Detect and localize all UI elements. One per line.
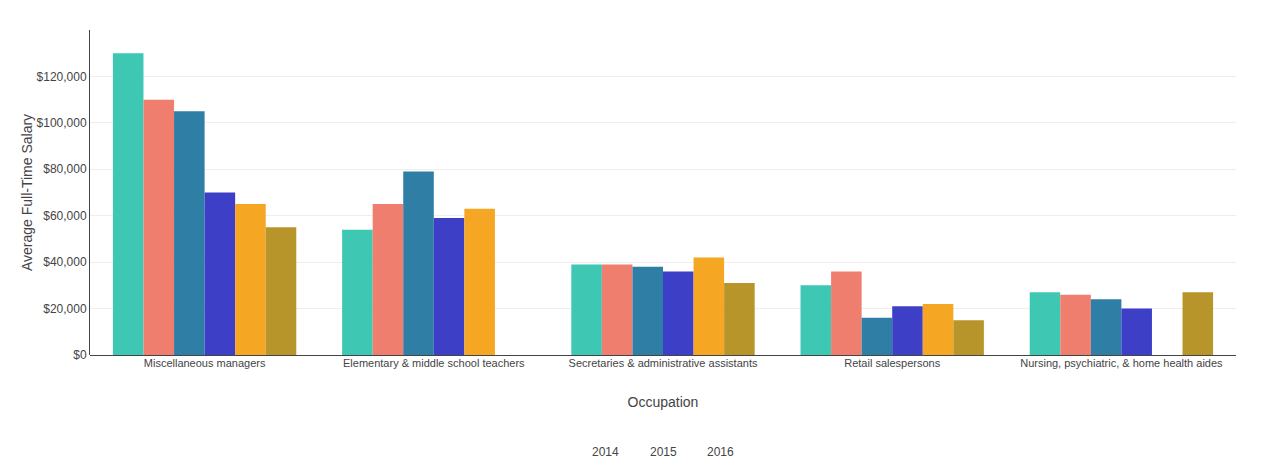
svg-text:Secretaries & administrative a: Secretaries & administrative assistants [569,357,758,369]
svg-text:$80,000: $80,000 [43,162,87,176]
svg-text:$0: $0 [73,348,87,362]
svg-text:2016: 2016 [707,445,734,459]
svg-text:Elementary & middle school tea: Elementary & middle school teachers [343,357,525,369]
svg-text:Occupation: Occupation [628,394,699,410]
svg-text:$60,000: $60,000 [43,209,87,223]
svg-text:$40,000: $40,000 [43,255,87,269]
svg-text:2014: 2014 [592,445,619,459]
svg-text:Retail salespersons: Retail salespersons [844,357,940,369]
svg-text:2015: 2015 [650,445,677,459]
svg-text:$100,000: $100,000 [37,116,87,130]
svg-text:$20,000: $20,000 [43,302,87,316]
svg-text:Nursing, psychiatric, & home h: Nursing, psychiatric, & home health aide… [1020,357,1223,369]
svg-text:Average Full-Time Salary: Average Full-Time Salary [19,114,35,271]
svg-text:Miscellaneous managers: Miscellaneous managers [144,357,266,369]
svg-text:$120,000: $120,000 [37,70,87,84]
